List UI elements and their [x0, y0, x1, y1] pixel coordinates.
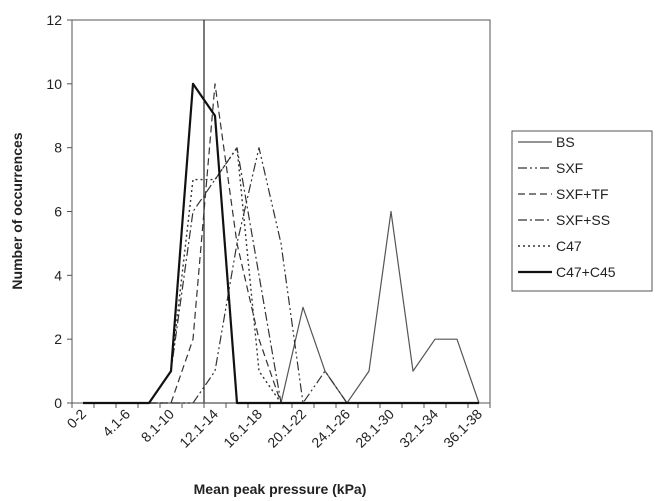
legend-box — [511, 130, 653, 292]
y-axis-title: Number of occurrences — [9, 132, 25, 289]
x-tick-label: 12.1-14 — [176, 406, 221, 451]
y-tick-label: 6 — [54, 204, 62, 220]
legend-label: SXF — [556, 160, 583, 176]
legend-label: SXF+SS — [556, 212, 610, 228]
x-tick-label: 24.1-26 — [308, 406, 353, 451]
legend: BS SXF SXF+TF SXF+SS C47 C47+C45 — [511, 130, 653, 292]
y-tick-label: 0 — [54, 395, 62, 411]
x-axis-title: Mean peak pressure (kPa) — [194, 481, 367, 497]
y-tick-label: 10 — [46, 76, 62, 92]
x-tick-label: 32.1-34 — [396, 406, 441, 451]
x-tick-label: 28.1-30 — [352, 406, 397, 451]
series-layer — [83, 82, 480, 405]
x-tick-label: 36.1-38 — [440, 406, 485, 451]
x-tick-label: 16.1-18 — [220, 406, 265, 451]
y-tick-label: 12 — [46, 12, 62, 28]
legend-label: C47+C45 — [556, 264, 616, 280]
y-tick-label: 4 — [54, 267, 62, 283]
legend-label: C47 — [556, 238, 582, 254]
y-tick-label: 8 — [54, 140, 62, 156]
legend-label: BS — [556, 134, 575, 150]
x-tick-label: 4.1-6 — [99, 406, 133, 440]
x-tick-label: 8.1-10 — [138, 406, 178, 446]
series-line-c47-c45 — [83, 82, 479, 405]
x-tick-label: 20.1-22 — [264, 406, 309, 451]
plot-area — [71, 19, 491, 404]
x-axis: 0-2 4.1-6 8.1-10 12.1-14 16.1-18 20.1-22 24.1-… — [63, 403, 491, 451]
y-axis: 0 2 4 6 8 10 12 — [46, 12, 72, 411]
legend-label: SXF+TF — [556, 186, 609, 202]
x-tick-label: 0-2 — [63, 406, 89, 432]
y-tick-label: 2 — [54, 331, 62, 347]
